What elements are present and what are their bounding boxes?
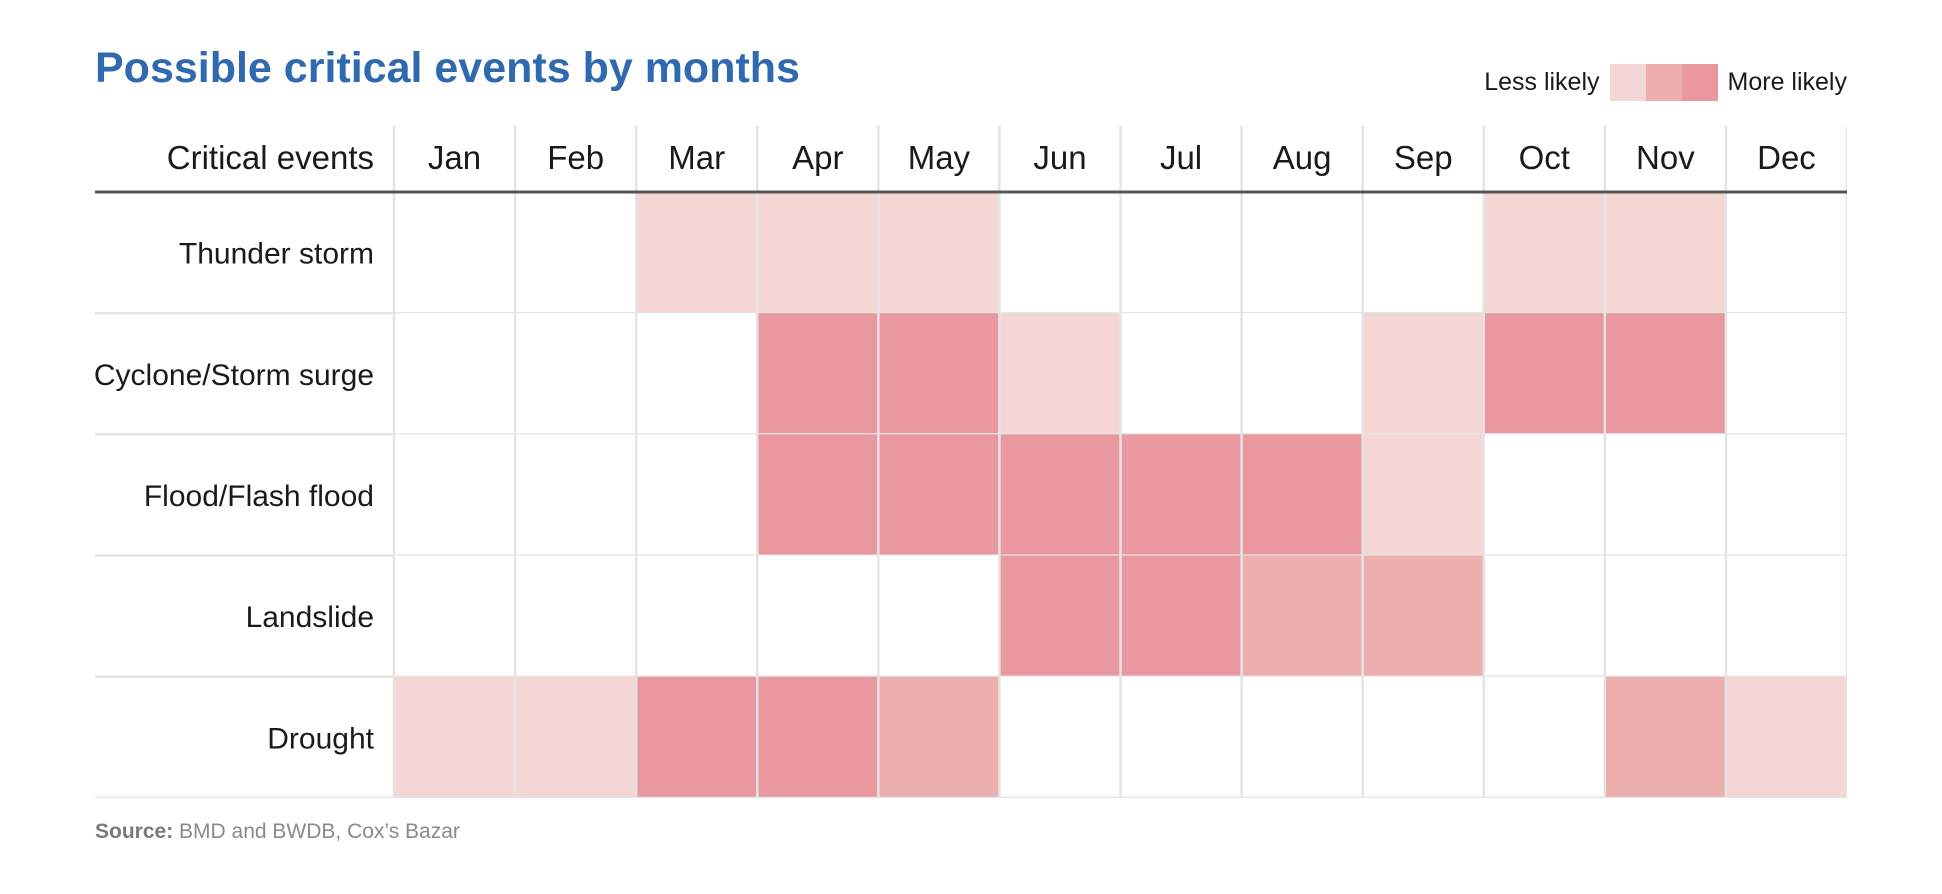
heatmap-cell-flood-flash-flood-apr <box>757 434 879 556</box>
column-label-feb: Feb <box>547 139 604 176</box>
heatmap-cell-cyclone-storm-surge-sep <box>1362 313 1484 435</box>
heatmap-cell-thunder-storm-nov <box>1604 192 1726 314</box>
heatmap-cell-drought-dec <box>1725 676 1847 798</box>
heatmap-cell-cyclone-storm-surge-jan <box>394 313 516 435</box>
heatmap-cell-drought-jan <box>394 676 516 798</box>
heatmap-cell-landslide-jun <box>999 555 1121 677</box>
heatmap-cell-drought-jul <box>1120 676 1242 798</box>
legend-low-label: Less likely <box>1484 68 1600 96</box>
legend-swatches <box>1609 64 1718 101</box>
heatmap-cell-thunder-storm-mar <box>636 192 758 314</box>
heatmap-cell-drought-apr <box>757 676 879 798</box>
legend-swatch-high <box>1681 64 1718 101</box>
legend-high-label: More likely <box>1727 68 1847 96</box>
heatmap-cell-flood-flash-flood-jun <box>999 434 1121 556</box>
heatmap-cell-drought-oct <box>1483 676 1605 798</box>
heatmap-cell-thunder-storm-may <box>878 192 1000 314</box>
heatmap-cell-flood-flash-flood-nov <box>1604 434 1726 556</box>
heatmap-cell-landslide-jul <box>1120 555 1242 677</box>
heatmap-cell-cyclone-storm-surge-apr <box>757 313 879 435</box>
heatmap-cell-cyclone-storm-surge-oct <box>1483 313 1605 435</box>
heatmap-cell-drought-aug <box>1241 676 1363 798</box>
likelihood-legend: Less likely More likely <box>1484 64 1847 101</box>
heatmap-cell-thunder-storm-apr <box>757 192 879 314</box>
heatmap-cell-landslide-feb <box>515 555 637 677</box>
heatmap-cell-flood-flash-flood-aug <box>1241 434 1363 556</box>
heatmap-cell-landslide-sep <box>1362 555 1484 677</box>
heatmap-cell-cyclone-storm-surge-feb <box>515 313 637 435</box>
heatmap-cell-cyclone-storm-surge-dec <box>1725 313 1847 435</box>
heatmap-cell-drought-mar <box>636 676 758 798</box>
heatmap-cell-drought-may <box>878 676 1000 798</box>
legend-swatch-mid <box>1645 64 1682 101</box>
column-label-jan: Jan <box>428 139 481 176</box>
heatmap-cell-cyclone-storm-surge-jun <box>999 313 1121 435</box>
heatmap-cell-flood-flash-flood-mar <box>636 434 758 556</box>
heatmap-cell-thunder-storm-jun <box>999 192 1121 314</box>
heatmap-cell-cyclone-storm-surge-jul <box>1120 313 1242 435</box>
heatmap-cell-landslide-jan <box>394 555 516 677</box>
column-label-dec: Dec <box>1757 139 1816 176</box>
column-label-aug: Aug <box>1273 139 1332 176</box>
chart-title: Possible critical events by months <box>95 44 800 92</box>
heatmap-cell-flood-flash-flood-dec <box>1725 434 1847 556</box>
heatmap-cell-thunder-storm-feb <box>515 192 637 314</box>
heatmap-cell-landslide-nov <box>1604 555 1726 677</box>
column-label-mar: Mar <box>668 139 725 176</box>
heatmap-cell-cyclone-storm-surge-nov <box>1604 313 1726 435</box>
heatmap-cell-landslide-dec <box>1725 555 1847 677</box>
column-label-nov: Nov <box>1636 139 1695 176</box>
heatmap-cell-flood-flash-flood-oct <box>1483 434 1605 556</box>
column-label-may: May <box>908 139 971 176</box>
column-label-jun: Jun <box>1033 139 1086 176</box>
heatmap-cell-drought-nov <box>1604 676 1726 798</box>
heatmap-cell-thunder-storm-aug <box>1241 192 1363 314</box>
heatmap-cell-cyclone-storm-surge-may <box>878 313 1000 435</box>
heatmap-cell-thunder-storm-jan <box>394 192 516 314</box>
source-text: BMD and BWDB, Cox’s Bazar <box>179 820 460 843</box>
source-note: Source: BMD and BWDB, Cox’s Bazar <box>95 820 460 844</box>
legend-swatch-low <box>1609 64 1646 101</box>
row-label-flood-flash-flood: Flood/Flash flood <box>144 480 374 513</box>
heatmap-cell-drought-jun <box>999 676 1121 798</box>
heatmap-cell-flood-flash-flood-sep <box>1362 434 1484 556</box>
row-label-drought: Drought <box>267 722 374 755</box>
heatmap-cell-thunder-storm-sep <box>1362 192 1484 314</box>
heatmap-chart: Critical events Jan Feb Mar Apr May Jun Jul Aug S… <box>95 126 1847 798</box>
heatmap-cell-cyclone-storm-surge-mar <box>636 313 758 435</box>
row-label-cyclone-storm-surge: Cyclone/Storm surge <box>95 359 374 392</box>
heatmap-cell-thunder-storm-oct <box>1483 192 1605 314</box>
heatmap-cell-drought-feb <box>515 676 637 798</box>
heatmap-cell-flood-flash-flood-may <box>878 434 1000 556</box>
column-label-oct: Oct <box>1519 139 1570 176</box>
heatmap-cell-flood-flash-flood-jul <box>1120 434 1242 556</box>
column-label-jul: Jul <box>1160 139 1202 176</box>
column-label-sep: Sep <box>1394 139 1453 176</box>
heatmap-cell-landslide-apr <box>757 555 879 677</box>
heatmap-cell-landslide-mar <box>636 555 758 677</box>
heatmap-cell-landslide-may <box>878 555 1000 677</box>
heatmap-cell-flood-flash-flood-jan <box>394 434 516 556</box>
column-label-apr: Apr <box>792 139 843 176</box>
heatmap-cell-flood-flash-flood-feb <box>515 434 637 556</box>
heatmap-cell-cyclone-storm-surge-aug <box>1241 313 1363 435</box>
heatmap-cell-drought-sep <box>1362 676 1484 798</box>
source-label: Source: <box>95 820 174 843</box>
heatmap-cell-landslide-aug <box>1241 555 1363 677</box>
heatmap-cell-thunder-storm-dec <box>1725 192 1847 314</box>
heatmap-cell-thunder-storm-jul <box>1120 192 1242 314</box>
heatmap-cell-landslide-oct <box>1483 555 1605 677</box>
row-header-label: Critical events <box>167 139 374 176</box>
row-label-landslide: Landslide <box>246 601 374 634</box>
row-label-thunder-storm: Thunder storm <box>179 238 374 271</box>
